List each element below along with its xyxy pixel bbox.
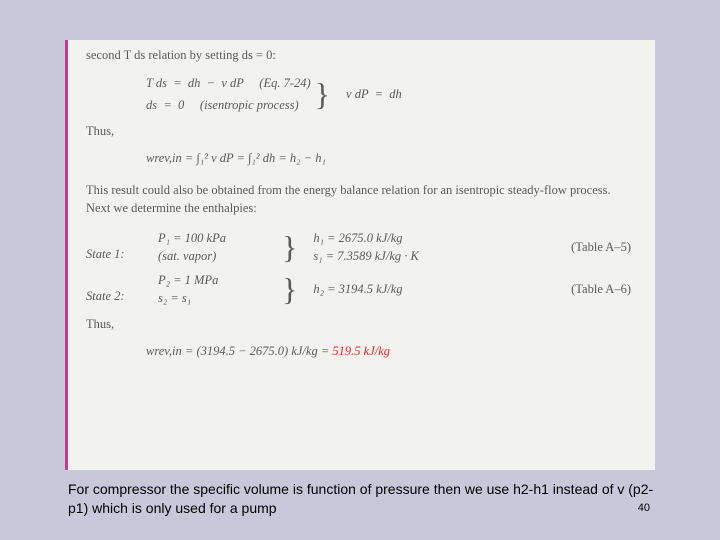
state1-label: State 1: (86, 231, 158, 263)
state-2-row: State 2: P₂ = 1 MPa s₂ = s₁ } h₂ = 3194.… (86, 271, 631, 307)
result-lhs: wrev,in = (3194.5 − 2675.0) kJ/kg = (146, 344, 332, 358)
derivation-left: T ds = dh − ν dP (Eq. 7-24) ds = 0 (isen… (146, 74, 311, 114)
brace-s1: } (278, 231, 301, 263)
result-line: wrev,in = (3194.5 − 2675.0) kJ/kg = 519.… (146, 342, 631, 360)
intro-line: second T ds relation by setting ds = 0: (86, 46, 631, 64)
state-1-row: State 1: P₁ = 100 kPa (sat. vapor) } h₁ … (86, 229, 631, 265)
deriv-right: ν dP = dh (346, 85, 402, 103)
state2-p2: P₂ = 1 MPa (158, 271, 278, 289)
textbook-panel: second T ds relation by setting ds = 0: … (65, 40, 655, 470)
brace-1: } (311, 78, 334, 110)
footer-note: For compressor the specific volume is fu… (68, 480, 658, 518)
textbook-content: second T ds relation by setting ds = 0: … (68, 40, 655, 374)
state1-satvapor: (sat. vapor) (158, 247, 278, 265)
state2-left: P₂ = 1 MPa s₂ = s₁ (158, 271, 278, 307)
state2-right: h₂ = 3194.5 kJ/kg (313, 280, 483, 298)
brace-s2: } (278, 273, 301, 305)
deriv-row2: ds = 0 (isentropic process) (146, 96, 311, 114)
state1-s1: s₁ = 7.3589 kJ/kg · K (313, 247, 483, 265)
state1-table: (Table A–5) (571, 238, 631, 256)
state1-p1: P₁ = 100 kPa (158, 229, 278, 247)
state2-h2: h₂ = 3194.5 kJ/kg (313, 280, 483, 298)
state2-s2eq: s₂ = s₁ (158, 289, 278, 307)
state1-right: h₁ = 2675.0 kJ/kg s₁ = 7.3589 kJ/kg · K (313, 229, 483, 265)
deriv-row1: T ds = dh − ν dP (Eq. 7-24) (146, 74, 311, 92)
derivation-block: T ds = dh − ν dP (Eq. 7-24) ds = 0 (isen… (146, 74, 631, 114)
state1-left: P₁ = 100 kPa (sat. vapor) (158, 229, 278, 265)
thus-2: Thus, (86, 315, 631, 333)
page-number: 40 (638, 502, 650, 514)
result-answer: 519.5 kJ/kg (332, 344, 390, 358)
thus-1: Thus, (86, 122, 631, 140)
state2-table: (Table A–6) (571, 280, 631, 298)
state1-h1: h₁ = 2675.0 kJ/kg (313, 229, 483, 247)
wrev-integral: wrev,in = ∫₁² ν dP = ∫₁² dh = h₂ − h₁ (146, 149, 631, 167)
paragraph: This result could also be obtained from … (86, 181, 631, 217)
intro-text: second T ds relation by setting ds = 0: (86, 48, 276, 62)
state2-label: State 2: (86, 273, 158, 305)
